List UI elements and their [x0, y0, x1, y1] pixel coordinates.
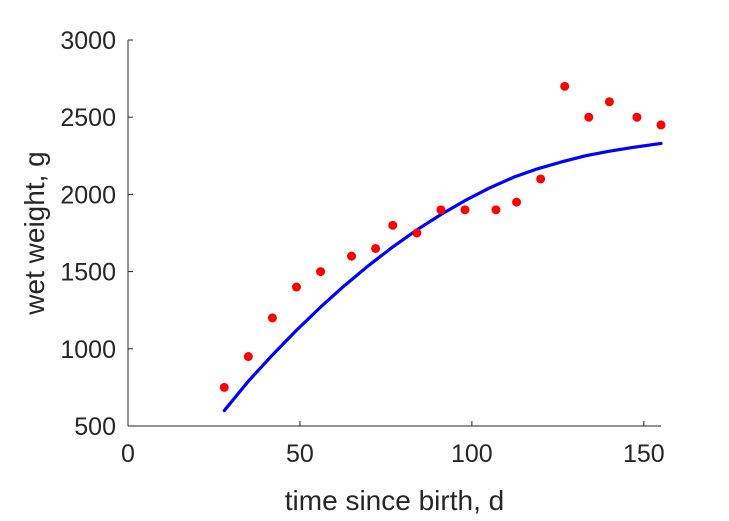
data-point	[267, 313, 277, 323]
data-point	[656, 120, 666, 130]
data-point	[371, 243, 381, 253]
data-point	[584, 112, 594, 122]
y-tick-label: 500	[74, 413, 116, 441]
x-tick-label: 0	[121, 440, 135, 468]
y-tick-label: 3000	[60, 27, 116, 55]
data-point	[316, 267, 326, 277]
y-tick-label: 1500	[60, 259, 116, 287]
data-point	[243, 352, 253, 362]
data-point	[347, 251, 357, 261]
data-point	[219, 382, 229, 392]
plot-area	[219, 81, 666, 413]
data-point	[291, 282, 301, 292]
data-point	[388, 220, 398, 230]
data-point	[512, 197, 522, 207]
data-point	[412, 228, 422, 238]
y-tick-label: 2000	[60, 181, 116, 209]
x-tick-label: 50	[286, 440, 314, 468]
y-tick-label: 1000	[60, 336, 116, 364]
x-axis: 0 50 100 150	[121, 421, 665, 468]
x-tick-label: 150	[623, 440, 665, 468]
data-point	[632, 112, 642, 122]
y-axis-label: wet weight, g	[19, 151, 50, 315]
data-point	[536, 174, 546, 184]
x-tick-label: 100	[451, 440, 493, 468]
fit-curve-line	[222, 141, 663, 413]
y-tick-label: 2500	[60, 104, 116, 132]
data-point	[460, 205, 470, 215]
x-axis-label: time since birth, d	[285, 485, 504, 516]
data-point	[560, 81, 570, 91]
data-point	[491, 205, 501, 215]
data-point	[604, 97, 614, 107]
y-axis: 500 1000 1500 2000 2500 3000	[60, 27, 133, 441]
data-point	[436, 205, 446, 215]
